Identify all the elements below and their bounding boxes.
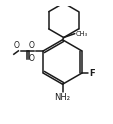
Text: F: F bbox=[88, 69, 94, 78]
Text: O: O bbox=[29, 54, 35, 63]
Text: O: O bbox=[13, 41, 19, 50]
Text: O: O bbox=[29, 41, 35, 50]
Text: CH₃: CH₃ bbox=[75, 31, 87, 37]
Text: NH₂: NH₂ bbox=[54, 93, 70, 102]
